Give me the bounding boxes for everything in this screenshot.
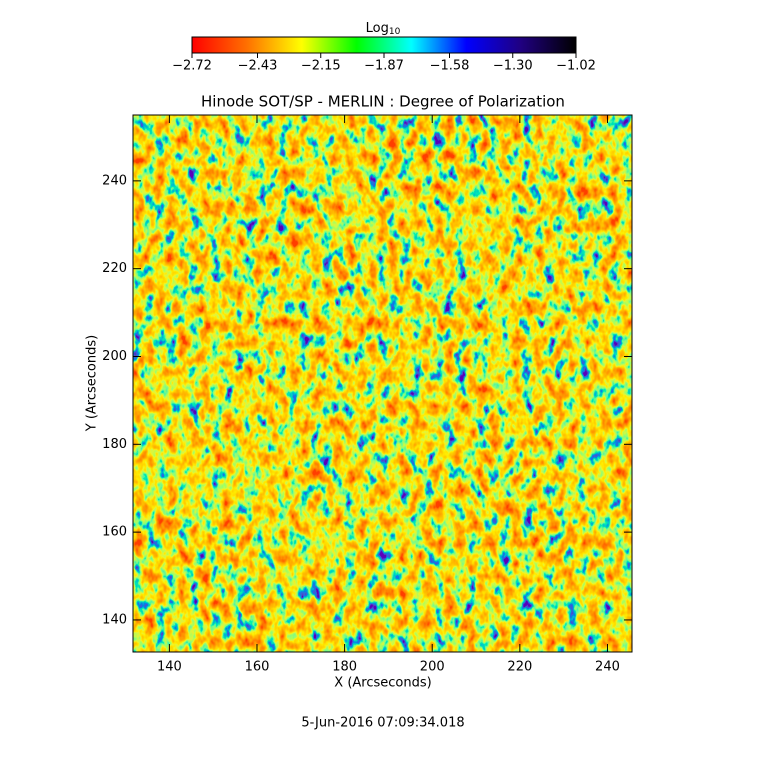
- x-axis-label: X (Arcseconds): [334, 676, 431, 691]
- plot-frame: [132, 114, 633, 653]
- polarization-map: [133, 115, 632, 652]
- y-tick-label: 220: [102, 261, 127, 276]
- y-tick-label: 140: [102, 612, 127, 627]
- colorbar-tick-label: −1.30: [493, 59, 533, 74]
- colorbar-tick-label: −1.87: [364, 59, 404, 74]
- y-tick-label: 200: [102, 349, 127, 364]
- x-tick-label: 200: [420, 660, 445, 675]
- x-tick-label: 140: [157, 660, 182, 675]
- timestamp: 5-Jun-2016 07:09:34.018: [301, 716, 464, 731]
- colorbar-tick-label: −1.58: [430, 59, 470, 74]
- colorbar-label: Log10: [366, 21, 401, 37]
- chart-title: Hinode SOT/SP - MERLIN : Degree of Polar…: [201, 93, 565, 111]
- colorbar-tick-label: −2.15: [301, 59, 341, 74]
- x-tick-label: 220: [507, 660, 532, 675]
- y-axis-label: Y (Arcseconds): [85, 335, 100, 432]
- colorbar: [191, 36, 577, 54]
- x-tick-label: 160: [245, 660, 270, 675]
- x-tick-label: 180: [332, 660, 357, 675]
- colorbar-tick-label: −2.43: [238, 59, 278, 74]
- x-tick-label: 240: [595, 660, 620, 675]
- colorbar-label-subscript: 10: [389, 27, 401, 37]
- colorbar-label-main: Log: [366, 21, 389, 36]
- colorbar-tick-label: −1.02: [556, 59, 596, 74]
- y-tick-label: 180: [102, 437, 127, 452]
- colorbar-tick-label: −2.72: [172, 59, 212, 74]
- y-tick-label: 240: [102, 173, 127, 188]
- y-tick-label: 160: [102, 525, 127, 540]
